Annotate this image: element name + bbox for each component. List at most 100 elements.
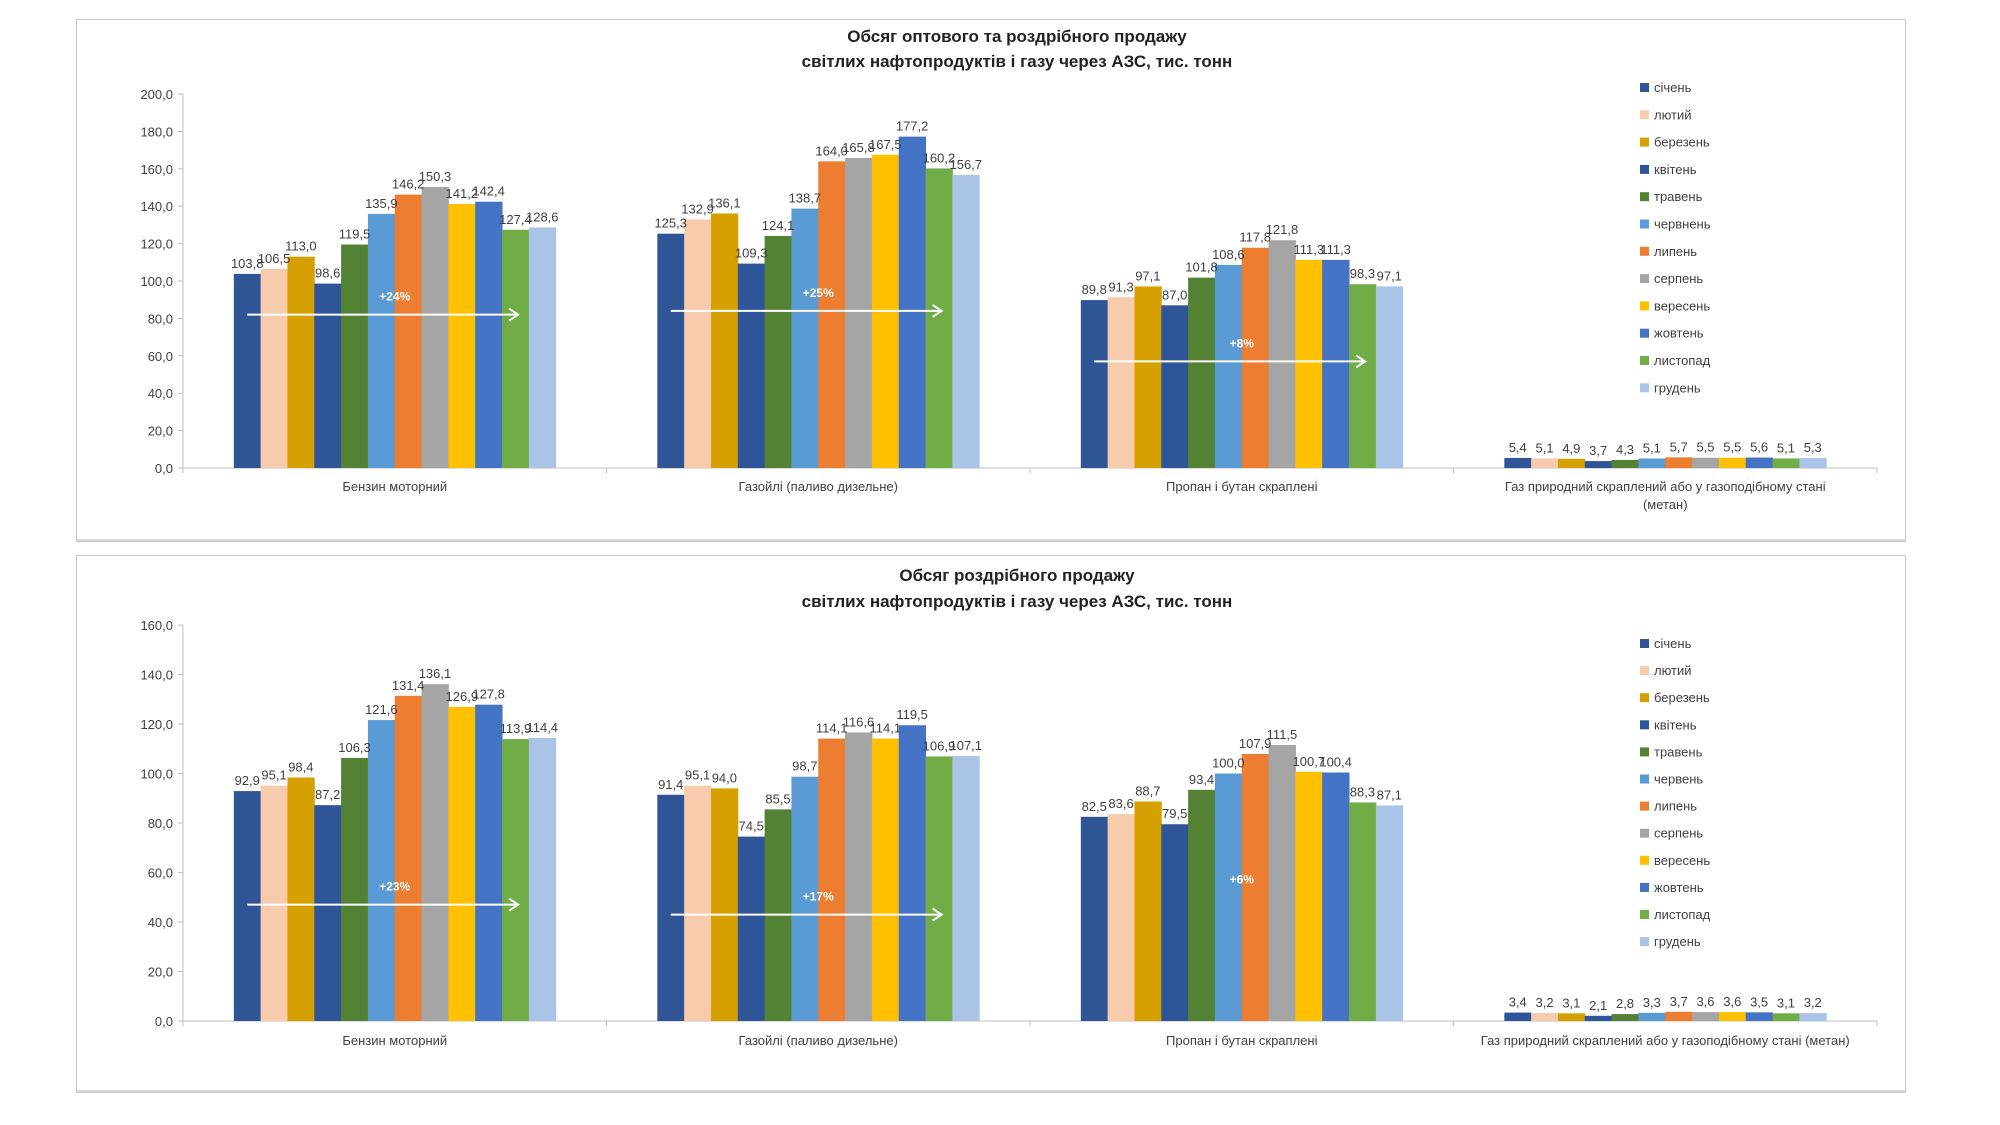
legend-swatch bbox=[1640, 666, 1649, 676]
bar-лютий-cat-1 bbox=[684, 785, 712, 1021]
bar-травень-cat-2 bbox=[1188, 277, 1216, 468]
data-label: 119,5 bbox=[896, 707, 928, 722]
data-label: 177,2 bbox=[896, 119, 929, 134]
legend-item: січень bbox=[1640, 80, 1692, 95]
legend-item: квітень bbox=[1640, 162, 1697, 177]
legend-label: листопад bbox=[1654, 353, 1711, 368]
category-label: Пропан і бутан скраплені bbox=[1166, 1033, 1318, 1048]
data-label: 106,9 bbox=[923, 738, 956, 753]
data-label: 5,1 bbox=[1643, 440, 1661, 455]
legend-label: грудень bbox=[1654, 380, 1701, 395]
bar-серпень-cat-0 bbox=[421, 684, 449, 1021]
legend-label: липень bbox=[1654, 799, 1697, 814]
bar-липень-cat-2 bbox=[1241, 753, 1270, 1021]
bar-серпень-cat-1 bbox=[845, 732, 873, 1021]
data-label: 94,0 bbox=[712, 770, 737, 785]
data-label: 5,4 bbox=[1509, 440, 1527, 455]
data-label: 92,9 bbox=[235, 773, 260, 788]
growth-arrow-head bbox=[508, 897, 520, 912]
legend-item: жовтень bbox=[1640, 326, 1704, 341]
bar-липень-cat-1 bbox=[818, 161, 846, 468]
data-label: 136,1 bbox=[708, 195, 741, 210]
data-label: 127,4 bbox=[499, 212, 532, 227]
legend-item: серпень bbox=[1640, 826, 1703, 841]
data-label: 107,9 bbox=[1239, 736, 1272, 751]
y-tick-label: 20,0 bbox=[148, 965, 173, 980]
y-tick-label: 160,0 bbox=[140, 162, 173, 177]
data-label: 97,1 bbox=[1135, 268, 1160, 283]
legend-label: січень bbox=[1654, 80, 1692, 95]
bar-вересень-cat-0 bbox=[448, 706, 476, 1021]
chart-panel-retail: Обсяг роздрібного продажу світлих нафтопр… bbox=[76, 555, 1906, 1093]
legend-label: березень bbox=[1654, 135, 1710, 150]
legend-swatch bbox=[1640, 937, 1649, 947]
data-label: 2,8 bbox=[1616, 996, 1634, 1011]
bar-лютий-cat-0 bbox=[260, 785, 288, 1021]
data-label: 101,8 bbox=[1185, 260, 1218, 275]
y-tick-label: 80,0 bbox=[148, 816, 173, 831]
bar-липень-cat-1 bbox=[818, 738, 846, 1021]
y-tick-label: 100,0 bbox=[140, 274, 173, 289]
data-label: 93,4 bbox=[1189, 772, 1214, 787]
bar-грудень-cat-0 bbox=[528, 737, 557, 1021]
bar-вересень-cat-2 bbox=[1295, 259, 1323, 468]
bar-липень-cat-0 bbox=[394, 695, 423, 1021]
data-label: 3,2 bbox=[1804, 995, 1822, 1010]
bar-липень-cat-3 bbox=[1665, 457, 1693, 468]
legend-label: серпень bbox=[1654, 826, 1703, 841]
legend-item: травень bbox=[1640, 189, 1703, 204]
data-label: 100,7 bbox=[1293, 754, 1326, 769]
data-label: 5,7 bbox=[1670, 439, 1688, 454]
legend-label: квітень bbox=[1654, 717, 1697, 732]
bar-березень-cat-3 bbox=[1557, 458, 1586, 468]
category-label: Газойлі (паливо дизельне) bbox=[739, 1033, 898, 1048]
legend-item: березень bbox=[1640, 690, 1710, 705]
data-label: 111,5 bbox=[1267, 727, 1298, 742]
data-label: 87,1 bbox=[1377, 787, 1402, 802]
legend-label: вересень bbox=[1654, 298, 1710, 313]
y-tick-label: 0,0 bbox=[155, 1014, 173, 1029]
chart-title-line-2: світлих нафтопродуктів і газу через АЗС,… bbox=[802, 52, 1233, 71]
bar-березень-cat-3 bbox=[1557, 1013, 1586, 1021]
legend-swatch bbox=[1640, 639, 1649, 648]
bar-травень-cat-0 bbox=[341, 244, 369, 468]
bar-липень-cat-0 bbox=[394, 194, 423, 468]
growth-arrow-head bbox=[932, 304, 944, 318]
data-label: 5,5 bbox=[1723, 440, 1741, 455]
bar-квітень-cat-2 bbox=[1161, 305, 1189, 468]
bar-листопад-cat-1 bbox=[925, 168, 953, 468]
bar-листопад-cat-3 bbox=[1772, 1013, 1800, 1021]
legend-label: січень bbox=[1654, 636, 1692, 651]
y-tick-label: 100,0 bbox=[140, 767, 173, 782]
growth-arrow-head bbox=[508, 307, 520, 322]
legend-swatch bbox=[1640, 855, 1649, 865]
data-label: 132,9 bbox=[681, 201, 714, 216]
data-label: 128,6 bbox=[526, 210, 559, 225]
category-label: Бензин моторний bbox=[342, 1033, 447, 1048]
bar-серпень-cat-1 bbox=[845, 157, 873, 469]
data-label: 121,8 bbox=[1266, 222, 1299, 237]
category-label: Бензин моторний bbox=[342, 479, 447, 494]
chart-title-line-2: світлих нафтопродуктів і газу через АЗС,… bbox=[802, 592, 1233, 611]
data-label: 3,5 bbox=[1750, 994, 1768, 1009]
legend-item: січень bbox=[1640, 636, 1692, 651]
bar-грудень-cat-2 bbox=[1375, 286, 1404, 468]
bar-червнень-cat-0 bbox=[367, 213, 396, 468]
bar-серпень-cat-0 bbox=[421, 186, 449, 468]
bar-грудень-cat-1 bbox=[952, 174, 980, 468]
data-label: 109,3 bbox=[735, 246, 768, 261]
data-label: 2,1 bbox=[1589, 998, 1607, 1013]
data-label: 3,6 bbox=[1696, 994, 1714, 1009]
growth-arrow-head bbox=[932, 907, 944, 922]
y-tick-label: 60,0 bbox=[148, 866, 173, 881]
bar-листопад-cat-3 bbox=[1772, 458, 1800, 468]
legend-label: вересень bbox=[1654, 853, 1710, 868]
y-tick-label: 200,0 bbox=[140, 87, 173, 102]
bar-травень-cat-0 bbox=[341, 757, 369, 1021]
category-label: Газ природний скраплений або у газоподіб… bbox=[1481, 1033, 1850, 1048]
data-label: 5,1 bbox=[1536, 440, 1554, 455]
data-label: 98,3 bbox=[1350, 266, 1375, 281]
legend-label: червнень bbox=[1654, 217, 1711, 232]
bar-листопад-cat-0 bbox=[502, 739, 530, 1021]
growth-percent-label: +17% bbox=[803, 890, 834, 904]
